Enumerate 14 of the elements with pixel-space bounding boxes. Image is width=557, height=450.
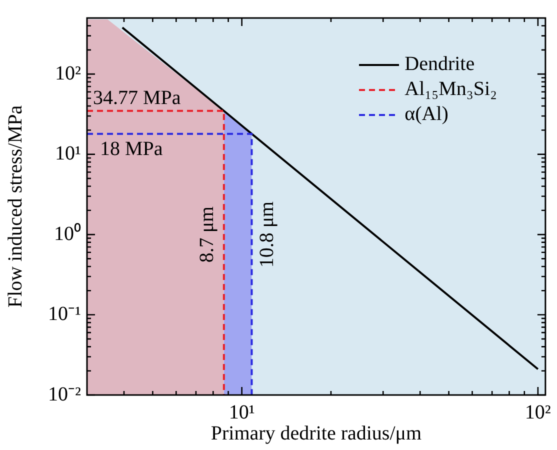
legend-label: Dendrite bbox=[404, 52, 475, 77]
annotation: 8.7 μm bbox=[196, 206, 218, 263]
y-tick-label: 10⁰ bbox=[54, 222, 81, 245]
y-tick-label: 10⁻¹ bbox=[48, 303, 81, 326]
annotation: 10.8 μm bbox=[256, 200, 278, 268]
legend-label: α(Al) bbox=[404, 102, 448, 127]
annotation: 18 MPa bbox=[100, 138, 163, 160]
x-axis-title: Primary dedrite radius/μm bbox=[210, 422, 422, 444]
annotation: 34.77 MPa bbox=[93, 87, 181, 110]
legend-label: Al₁₅Mn₃Si₂ bbox=[404, 77, 497, 102]
y-tick-label: 10⁻² bbox=[48, 383, 81, 406]
y-tick-label: 10¹ bbox=[55, 142, 81, 165]
y-axis-title: Flow induced stress/MPa bbox=[4, 105, 26, 308]
y-tick-label: 10² bbox=[55, 62, 81, 84]
